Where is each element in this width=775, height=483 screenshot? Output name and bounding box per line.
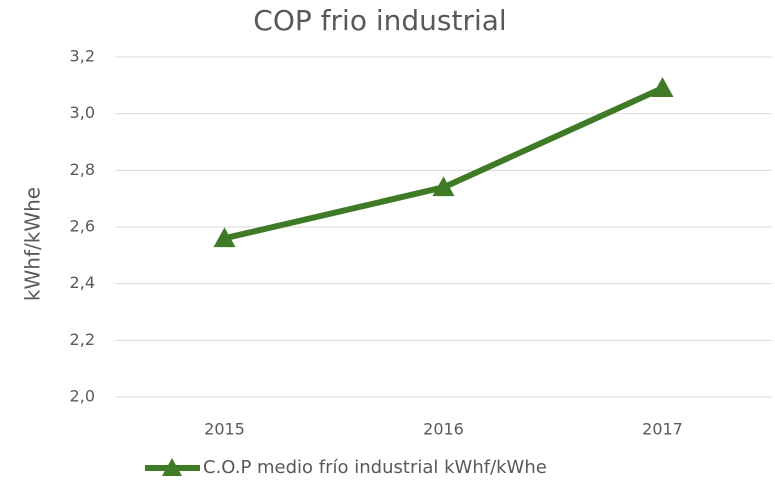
data-marker: [432, 176, 455, 197]
data-line: [223, 85, 664, 242]
chart-title: COP frio industrial: [253, 4, 506, 37]
y-tick-label: 2,0: [70, 387, 95, 406]
x-tick-label: 2016: [423, 420, 464, 439]
legend-marker: [162, 458, 182, 476]
x-tick-label: 2017: [642, 420, 683, 439]
y-tick-label: 2,6: [70, 217, 95, 236]
y-tick-label: 3,2: [70, 47, 95, 66]
legend-label: C.O.P medio frío industrial kWhf/kWhe: [203, 457, 547, 478]
y-tick-label: 2,8: [70, 160, 95, 179]
data-marker: [651, 77, 674, 97]
y-tick-label: 2,4: [70, 273, 95, 292]
x-tick-label: 2015: [204, 420, 245, 439]
data-marker: [213, 227, 236, 248]
y-axis-label: kWhf/kWhe: [21, 187, 45, 301]
y-tick-label: 3,0: [70, 103, 95, 122]
y-tick-label: 2,2: [70, 330, 95, 349]
